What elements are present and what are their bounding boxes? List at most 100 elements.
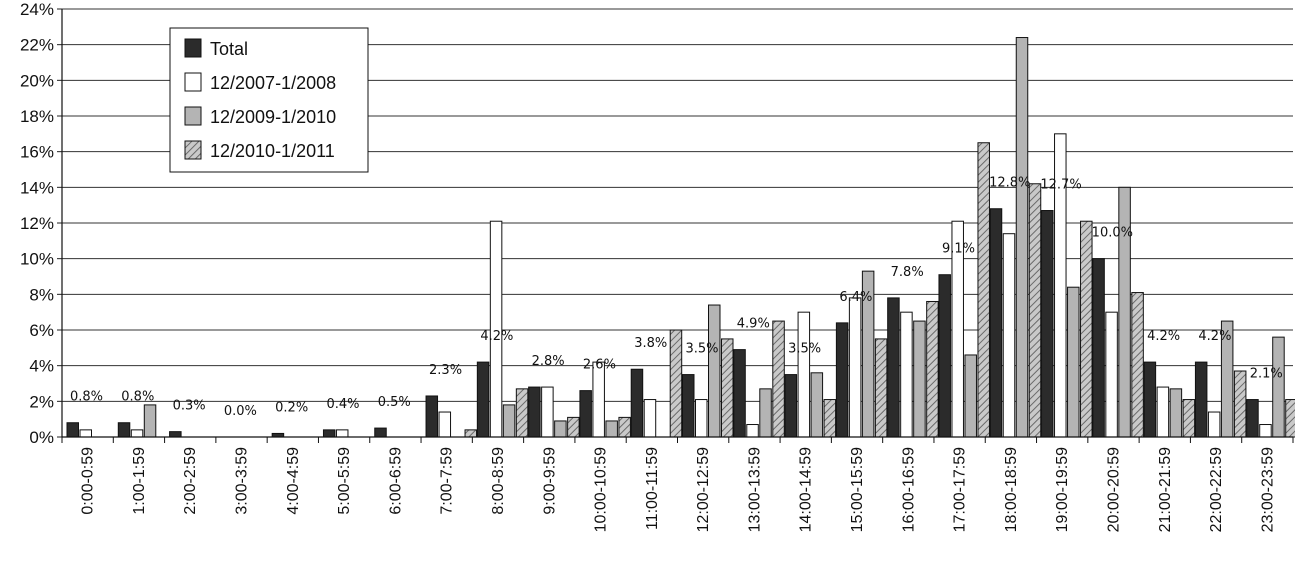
x-tick-label: 5:00-5:59 bbox=[336, 447, 353, 515]
x-tick-label: 0:00-0:59 bbox=[80, 447, 97, 515]
bar bbox=[1156, 386, 1170, 438]
x-tick-label: 19:00-19:59 bbox=[1054, 447, 1071, 533]
x-tick-label: 20:00-20:59 bbox=[1105, 447, 1122, 533]
data-label: 2.6% bbox=[583, 358, 616, 373]
legend-swatch bbox=[184, 140, 202, 160]
bar bbox=[374, 427, 387, 438]
y-tick-label: 22% bbox=[20, 36, 54, 55]
data-label: 0.3% bbox=[173, 399, 206, 414]
bar bbox=[322, 429, 336, 438]
bar bbox=[1169, 388, 1183, 438]
bar bbox=[117, 422, 131, 438]
x-tick-label: 12:00-12:59 bbox=[695, 447, 712, 533]
bar bbox=[438, 411, 452, 438]
data-label: 0.5% bbox=[378, 395, 411, 410]
data-label: 0.8% bbox=[121, 390, 154, 405]
bar bbox=[797, 311, 811, 438]
bar bbox=[502, 404, 516, 438]
x-tick-label: 17:00-17:59 bbox=[952, 447, 969, 533]
y-tick-label: 0% bbox=[29, 428, 54, 447]
y-tick-label: 10% bbox=[20, 250, 54, 269]
bar bbox=[1092, 258, 1105, 438]
x-tick-label: 13:00-13:59 bbox=[746, 447, 763, 533]
data-label: 2.8% bbox=[532, 354, 565, 369]
data-label: 3.5% bbox=[788, 342, 821, 357]
y-tick-label: 24% bbox=[20, 0, 54, 19]
bar bbox=[541, 386, 554, 438]
y-tick-label: 14% bbox=[20, 178, 54, 197]
data-label: 12.8% bbox=[989, 176, 1030, 191]
bar bbox=[926, 300, 939, 438]
x-tick-label: 22:00-22:59 bbox=[1208, 447, 1225, 533]
legend-label: 12/2007-1/2008 bbox=[210, 73, 336, 93]
bar bbox=[733, 349, 746, 438]
legend-swatch bbox=[184, 106, 202, 126]
bar bbox=[1259, 424, 1272, 438]
bar bbox=[964, 354, 977, 438]
bar bbox=[759, 388, 772, 438]
y-tick-label: 6% bbox=[29, 321, 54, 340]
bar bbox=[887, 297, 900, 438]
bar bbox=[1028, 183, 1042, 438]
x-tick-label: 6:00-6:59 bbox=[387, 447, 404, 515]
x-tick-label: 11:00-11:59 bbox=[644, 447, 661, 530]
bar bbox=[1067, 286, 1080, 438]
bar bbox=[1272, 336, 1285, 438]
bar bbox=[567, 416, 580, 438]
bar bbox=[669, 329, 683, 438]
x-tick-label: 10:00-10:59 bbox=[593, 447, 610, 533]
data-label: 0.2% bbox=[275, 400, 308, 415]
bar bbox=[630, 368, 644, 438]
x-tick-label: 16:00-16:59 bbox=[900, 447, 917, 533]
bar bbox=[1131, 292, 1144, 438]
x-tick-label: 8:00-8:59 bbox=[490, 447, 507, 515]
bar bbox=[66, 422, 79, 438]
bar bbox=[335, 429, 349, 438]
legend-label: Total bbox=[210, 39, 248, 59]
data-label: 9.1% bbox=[942, 242, 975, 257]
bar bbox=[810, 372, 824, 438]
data-label: 2.3% bbox=[429, 363, 462, 378]
bars bbox=[66, 37, 1295, 438]
data-label: 10.0% bbox=[1092, 226, 1133, 241]
y-tick-label: 16% bbox=[20, 143, 54, 162]
bar bbox=[143, 404, 157, 438]
legend-box bbox=[169, 27, 369, 173]
bar bbox=[682, 374, 695, 438]
x-tick-label: 9:00-9:59 bbox=[541, 447, 558, 515]
data-labels: 0.8% 0.8% 0.3% 0.0% 0.2% 0.4% 0.5% 2.3% 4.2% 2.8%… bbox=[70, 176, 1283, 419]
bar bbox=[772, 320, 785, 438]
bar bbox=[554, 420, 567, 438]
data-label: 0.4% bbox=[326, 397, 359, 412]
bar bbox=[476, 361, 490, 438]
bar bbox=[1041, 210, 1054, 438]
bar bbox=[1194, 361, 1208, 438]
bar bbox=[425, 395, 439, 438]
data-label: 4.9% bbox=[737, 317, 770, 332]
bar bbox=[708, 304, 721, 438]
bar bbox=[977, 142, 990, 438]
x-tick-label: 1:00-1:59 bbox=[131, 447, 148, 515]
y-tick-label: 20% bbox=[20, 71, 54, 90]
data-label: 0.8% bbox=[70, 390, 103, 405]
bar bbox=[848, 297, 862, 438]
x-tick-label: 18:00-18:59 bbox=[1003, 447, 1020, 533]
legend-swatch bbox=[184, 72, 202, 92]
data-label: 4.2% bbox=[1147, 329, 1180, 344]
bar bbox=[746, 424, 759, 438]
bar bbox=[1285, 399, 1295, 438]
x-tick-label: 15:00-15:59 bbox=[849, 447, 866, 533]
bar bbox=[169, 431, 182, 438]
bar bbox=[1143, 361, 1157, 438]
x-tick-label: 14:00-14:59 bbox=[798, 447, 815, 533]
bar bbox=[1233, 370, 1247, 438]
bar bbox=[1015, 37, 1029, 438]
bar bbox=[605, 420, 618, 438]
data-label: 7.8% bbox=[891, 265, 924, 280]
x-tick-label: 7:00-7:59 bbox=[439, 447, 456, 515]
data-label: 4.2% bbox=[1198, 329, 1231, 344]
legend-label: 12/2010-1/2011 bbox=[210, 141, 335, 161]
bar bbox=[721, 338, 734, 438]
bar bbox=[1246, 399, 1259, 438]
